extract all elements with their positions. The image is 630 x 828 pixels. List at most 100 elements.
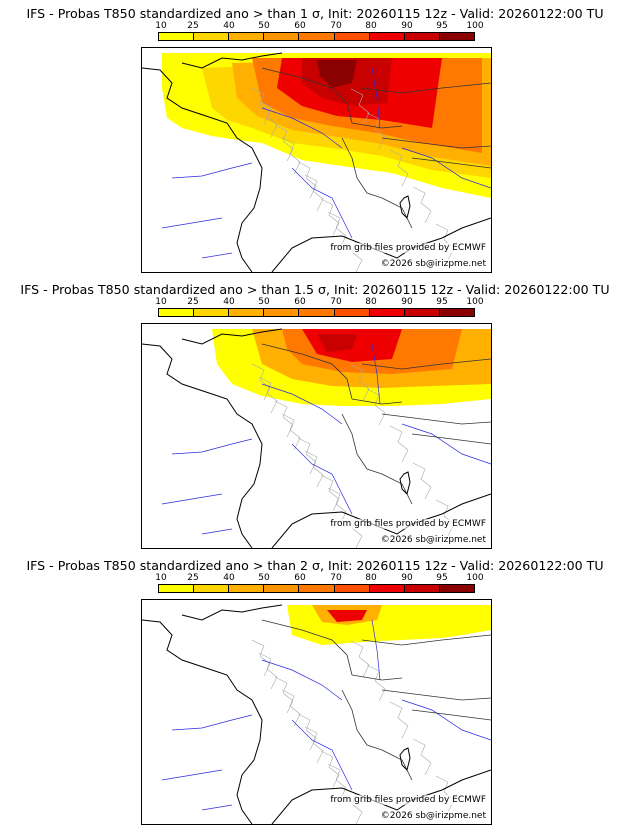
admin-line: [435, 775, 455, 813]
admin-line: [435, 223, 455, 261]
probability-shading: [162, 53, 491, 198]
colorbar-bin-5: [299, 585, 335, 592]
credit-source: from grib files provided by ECMWF: [330, 243, 486, 253]
colorbar-tick-95: 95: [436, 297, 448, 307]
admin-line: [297, 713, 317, 751]
river: [261, 383, 343, 425]
colorbar-bin-7: [369, 309, 405, 316]
island-corsica: [399, 471, 411, 495]
colorbar-bin-3: [229, 585, 265, 592]
admin-line: [343, 787, 363, 824]
colorbar-tick-labels: 10 25 40 50 60 70 80 90 95 100: [143, 573, 483, 584]
admin-line: [435, 499, 455, 537]
colorbar-bin-9: [439, 309, 474, 316]
colorbar-tick-80: 80: [365, 21, 377, 31]
colorbar-bin-6: [334, 33, 370, 40]
map-frame: from grib files provided by ECMWF ©2026 …: [141, 599, 492, 825]
country-borders: [261, 619, 491, 781]
country-border: [361, 82, 491, 94]
river: [201, 528, 233, 535]
colorbar-bin-1: [159, 585, 195, 592]
admin-line: [350, 364, 370, 402]
colorbar-tick-40: 40: [223, 573, 235, 583]
admin-line: [343, 511, 363, 548]
colorbar-tick-10: 10: [155, 21, 167, 31]
admin-line: [389, 701, 409, 739]
credit-copyright: ©2026 sb@irizpme.net: [380, 811, 486, 821]
river: [171, 162, 253, 179]
river: [401, 423, 491, 465]
admin-line: [281, 413, 301, 451]
colorbar-tick-80: 80: [365, 297, 377, 307]
colorbar-tick-90: 90: [401, 297, 413, 307]
admin-line: [343, 235, 363, 272]
colorbar-bin-3: [229, 33, 265, 40]
colorbar-bin-4: [264, 309, 300, 316]
island-corsica: [399, 195, 411, 219]
admin-line: [297, 161, 317, 199]
river: [161, 217, 223, 229]
river: [201, 252, 233, 259]
probability-area-3: [327, 610, 367, 622]
colorbar-tick-70: 70: [330, 21, 342, 31]
admin-line: [258, 100, 278, 138]
river: [371, 67, 381, 129]
colorbar-tick-10: 10: [155, 573, 167, 583]
colorbar-bin-4: [264, 585, 300, 592]
admin-boundaries: [251, 363, 455, 548]
probability-shading: [287, 605, 491, 645]
country-border: [341, 413, 413, 505]
colorbar-tick-90: 90: [401, 21, 413, 31]
map-panel-1: IFS - Probas T850 standardized ano > tha…: [0, 0, 630, 276]
river: [401, 699, 491, 741]
country-border: [411, 157, 491, 169]
country-border: [361, 634, 491, 646]
colorbar-tick-70: 70: [330, 573, 342, 583]
admin-line: [412, 186, 432, 224]
colorbar-bin-7: [369, 585, 405, 592]
colorbar-tick-labels: 10 25 40 50 60 70 80 90 95 100: [143, 21, 483, 32]
coastline: [142, 67, 263, 272]
colorbar-bin-6: [334, 309, 370, 316]
river: [371, 343, 381, 405]
coastline: [271, 769, 491, 824]
river: [291, 443, 353, 515]
colorbar-tick-25: 25: [187, 21, 199, 31]
colorbar-bin-1: [159, 309, 195, 316]
colorbar-tick-labels: 10 25 40 50 60 70 80 90 95 100: [143, 297, 483, 308]
admin-line: [350, 88, 370, 126]
country-border: [351, 674, 403, 681]
colorbar-tick-95: 95: [436, 21, 448, 31]
admin-line: [274, 400, 294, 438]
admin-line: [350, 640, 370, 678]
probability-map: [142, 604, 491, 824]
colorbar-tick-70: 70: [330, 297, 342, 307]
river: [291, 719, 353, 791]
credit-copyright: ©2026 sb@irizpme.net: [380, 535, 486, 545]
island-corsica: [399, 747, 411, 771]
colorbar-tick-10: 10: [155, 297, 167, 307]
admin-line: [304, 174, 324, 212]
colorbar-tick-60: 60: [294, 573, 306, 583]
credit-copyright: ©2026 sb@irizpme.net: [380, 259, 486, 269]
river: [161, 493, 223, 505]
colorbar-tick-25: 25: [187, 297, 199, 307]
colorbar-bin-4: [264, 33, 300, 40]
admin-line: [366, 664, 386, 702]
colorbar-bin-9: [439, 33, 474, 40]
panel-title: IFS - Probas T850 standardized ano > tha…: [20, 282, 610, 297]
coastline: [271, 493, 491, 548]
river: [201, 804, 233, 811]
river: [261, 107, 343, 149]
admin-line: [327, 763, 347, 801]
panel-title: IFS - Probas T850 standardized ano > tha…: [26, 6, 604, 21]
colorbar: [158, 584, 475, 593]
country-borders: [261, 343, 491, 505]
admin-line: [304, 726, 324, 764]
colorbar-bin-2: [194, 33, 230, 40]
colorbar-tick-40: 40: [223, 21, 235, 31]
admin-line: [327, 211, 347, 249]
colorbar-tick-60: 60: [294, 21, 306, 31]
river: [261, 659, 343, 701]
river: [171, 714, 253, 731]
